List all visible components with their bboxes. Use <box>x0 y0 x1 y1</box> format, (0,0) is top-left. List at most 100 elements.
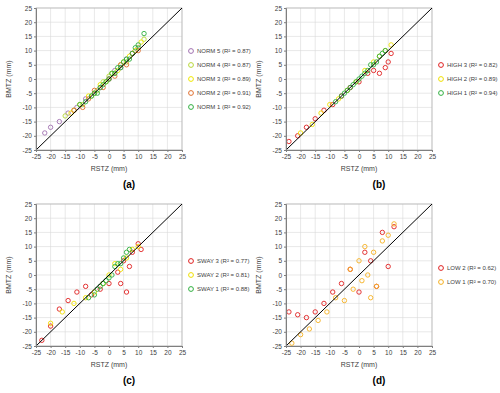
series <box>298 43 393 135</box>
tick: -20 <box>23 132 36 139</box>
tick-label: 5 <box>122 349 126 356</box>
tick: 5 <box>122 346 126 356</box>
grid-line-y <box>36 135 182 136</box>
point <box>142 31 146 35</box>
tick-label: -20 <box>46 349 56 356</box>
tick: 15 <box>400 150 408 160</box>
tick: -10 <box>326 150 336 160</box>
series <box>48 244 140 325</box>
legend-label: SWAY 3 (R² = 0.77) <box>197 258 249 264</box>
tick: 15 <box>400 346 408 356</box>
tick-label: -20 <box>23 132 33 139</box>
legend-label: HIGH 2 (R² = 0.89) <box>447 76 498 82</box>
tick-mark <box>284 65 286 66</box>
legend: SWAY 3 (R² = 0.77)SWAY 2 (R² = 0.81)SWAY… <box>189 258 250 292</box>
tick: -25 <box>32 150 42 160</box>
tick-label: 20 <box>414 153 422 160</box>
tick-label: 5 <box>122 153 126 160</box>
tick-mark <box>284 332 286 333</box>
point <box>360 278 364 282</box>
legend-label: LOW 1 (R² = 0.70) <box>447 279 496 285</box>
series <box>43 46 141 136</box>
tick: 25 <box>275 201 286 208</box>
tick-label: 25 <box>25 5 33 12</box>
tick: -20 <box>296 150 306 160</box>
tick-mark <box>284 346 286 347</box>
legend-marker <box>439 63 444 68</box>
tick-mark <box>34 232 36 233</box>
tick-label: -10 <box>326 349 336 356</box>
tick-label: -5 <box>342 153 348 160</box>
y-axis-title: BMTZ (mm) <box>255 60 263 97</box>
tick-mark <box>34 122 36 123</box>
legend-label: NORM 1 (R² = 0.92) <box>197 104 251 110</box>
point <box>357 259 361 263</box>
tick-mark <box>284 232 286 233</box>
x-axis: -25-20-15-10-50510152025 <box>32 346 187 356</box>
point <box>75 290 79 294</box>
tick-label: -10 <box>23 104 33 111</box>
legend-marker <box>189 273 194 278</box>
tick-label: 0 <box>28 76 32 83</box>
plot-marks <box>286 8 432 150</box>
grid-line-y <box>36 121 182 122</box>
plot-frame <box>36 204 182 346</box>
tick-mark <box>284 8 286 9</box>
tick-label: -25 <box>23 147 33 154</box>
tick-label: -25 <box>273 147 283 154</box>
tick-mark <box>34 275 36 276</box>
point <box>380 239 384 243</box>
tick-label: 25 <box>25 201 33 208</box>
tick: -10 <box>23 104 36 111</box>
point <box>316 318 320 322</box>
tick: -10 <box>23 300 36 307</box>
tick: -5 <box>92 150 98 160</box>
point <box>371 68 375 72</box>
panel-label: (d) <box>373 375 386 386</box>
point <box>386 264 390 268</box>
tick-label: -10 <box>326 153 336 160</box>
point <box>304 315 308 319</box>
chart-root: -25-20-15-10-50510152025-25-20-15-10-505… <box>0 0 500 393</box>
point <box>92 293 96 297</box>
tick: -10 <box>76 346 86 356</box>
tick: -10 <box>273 300 286 307</box>
tick-label: 5 <box>372 349 376 356</box>
legend-label: HIGH 3 (R² = 0.82) <box>447 62 498 68</box>
legend: HIGH 3 (R² = 0.82)HIGH 2 (R² = 0.89)HIGH… <box>439 62 498 96</box>
point <box>287 139 291 143</box>
tick: 10 <box>25 47 36 54</box>
plot-marks <box>36 204 182 346</box>
plot-frame <box>286 204 432 346</box>
tick: -25 <box>282 150 292 160</box>
tick: -20 <box>296 346 306 356</box>
tick-label: -20 <box>273 132 283 139</box>
point <box>48 125 52 129</box>
y-axis: -25-20-15-10-50510152025 <box>23 201 37 350</box>
tick-mark <box>34 107 36 108</box>
tick-label: -20 <box>46 153 56 160</box>
tick-label: 25 <box>179 153 187 160</box>
tick: 10 <box>275 47 286 54</box>
tick: 0 <box>358 150 362 160</box>
point <box>348 267 352 271</box>
tick: 0 <box>278 76 286 83</box>
plot-frame <box>36 8 182 150</box>
tick: 5 <box>122 150 126 160</box>
tick-label: 0 <box>108 349 112 356</box>
x-axis-title: RSTZ (mm) <box>341 361 378 369</box>
series <box>63 37 146 118</box>
series <box>69 40 143 115</box>
point <box>386 233 390 237</box>
tick-mark <box>284 318 286 319</box>
x-axis: -25-20-15-10-50510152025 <box>32 150 187 160</box>
legend-marker <box>439 91 444 96</box>
reference-line <box>36 204 182 346</box>
tick: -25 <box>23 147 36 154</box>
tick-mark <box>284 289 286 290</box>
tick: 10 <box>275 243 286 250</box>
tick: 25 <box>179 150 187 160</box>
grid-line-y <box>36 64 182 65</box>
legend-marker <box>439 77 444 82</box>
grid <box>286 204 432 346</box>
